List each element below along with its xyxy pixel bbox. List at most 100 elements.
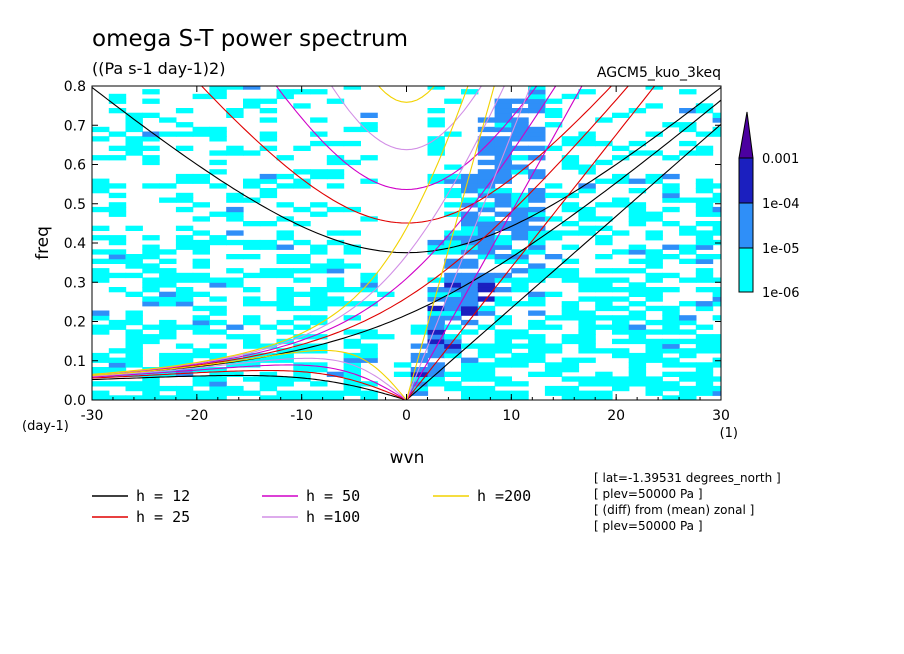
heatmap-cell bbox=[712, 131, 721, 137]
annotation-line: [ plev=50000 Pa ] bbox=[594, 519, 703, 533]
dispersion-curve-h50 bbox=[275, 86, 538, 191]
heatmap-cell bbox=[662, 395, 680, 400]
heatmap-cell bbox=[293, 103, 311, 109]
heatmap-cell bbox=[142, 324, 160, 330]
heatmap-cell bbox=[125, 258, 143, 264]
heatmap-cell bbox=[544, 324, 563, 330]
heatmap-cell bbox=[544, 315, 563, 321]
heatmap-cell bbox=[528, 301, 546, 307]
heatmap-cell bbox=[494, 334, 512, 340]
heatmap-cell bbox=[293, 291, 311, 297]
heatmap-cell bbox=[175, 301, 194, 307]
heatmap-cell bbox=[561, 136, 580, 142]
x-tick-label: 30 bbox=[712, 408, 730, 424]
heatmap-cell bbox=[578, 206, 596, 213]
heatmap-cell bbox=[427, 140, 445, 147]
heatmap-cell bbox=[175, 235, 194, 241]
heatmap-cell bbox=[427, 376, 445, 382]
heatmap-cell bbox=[293, 268, 311, 274]
heatmap-cell bbox=[561, 155, 580, 161]
heatmap-cell bbox=[662, 348, 680, 354]
heatmap-cell bbox=[226, 230, 244, 236]
heatmap-cell bbox=[477, 348, 496, 354]
heatmap-cell bbox=[92, 390, 110, 396]
heatmap-cell bbox=[125, 362, 143, 368]
heatmap-cell bbox=[528, 239, 546, 246]
heatmap-cell bbox=[662, 155, 680, 161]
heatmap-cell bbox=[92, 357, 110, 363]
heatmap-cell bbox=[142, 287, 160, 293]
heatmap-cell bbox=[276, 89, 294, 95]
heatmap-cell bbox=[578, 319, 596, 326]
heatmap-cell bbox=[444, 381, 462, 387]
heatmap-cell bbox=[377, 334, 395, 340]
heatmap-cell bbox=[92, 268, 110, 274]
heatmap-cell bbox=[343, 367, 361, 373]
heatmap-cell bbox=[293, 376, 311, 382]
heatmap-cell bbox=[310, 249, 328, 255]
heatmap-cell bbox=[192, 131, 210, 137]
heatmap-cell bbox=[494, 319, 512, 326]
heatmap-cell bbox=[142, 277, 160, 283]
heatmap-cell bbox=[695, 371, 714, 377]
heatmap-cell bbox=[326, 277, 345, 283]
heatmap-cell bbox=[695, 211, 714, 217]
heatmap-cell bbox=[612, 287, 630, 293]
heatmap-cell bbox=[712, 221, 721, 227]
heatmap-cell bbox=[461, 385, 479, 392]
heatmap-cell bbox=[226, 86, 244, 90]
heatmap-cell bbox=[360, 390, 378, 396]
heatmap-cell bbox=[528, 310, 546, 316]
heatmap-cell bbox=[695, 348, 714, 354]
heatmap-cell bbox=[578, 357, 596, 363]
heatmap-cell bbox=[326, 390, 345, 396]
heatmap-cell bbox=[461, 225, 479, 231]
heatmap-cell bbox=[276, 338, 294, 345]
heatmap-cell bbox=[477, 282, 496, 288]
heatmap-cell bbox=[578, 287, 596, 293]
heatmap-cell bbox=[276, 376, 294, 382]
heatmap-cell bbox=[712, 348, 721, 354]
heatmap-cell bbox=[645, 348, 663, 354]
heatmap-cell bbox=[461, 376, 479, 382]
heatmap-cell bbox=[444, 192, 462, 199]
heatmap-cell bbox=[461, 216, 479, 222]
heatmap-cell bbox=[243, 362, 261, 368]
heatmap-cell bbox=[276, 258, 294, 264]
heatmap-cell bbox=[410, 367, 429, 373]
heatmap-cell bbox=[494, 272, 512, 279]
heatmap-cell bbox=[326, 169, 345, 175]
heatmap-cell bbox=[159, 272, 177, 279]
heatmap-cell bbox=[477, 202, 496, 208]
heatmap-cell bbox=[511, 145, 529, 151]
heatmap-cell bbox=[175, 287, 194, 293]
heatmap-cell bbox=[310, 395, 328, 400]
heatmap-cell bbox=[511, 390, 529, 396]
heatmap-cell bbox=[243, 315, 261, 321]
heatmap-cell bbox=[175, 395, 194, 400]
heatmap-cell bbox=[192, 291, 210, 297]
heatmap-cell bbox=[477, 324, 496, 330]
heatmap-cell bbox=[461, 211, 479, 217]
heatmap-cell bbox=[662, 385, 680, 392]
heatmap-cell bbox=[259, 244, 278, 250]
heatmap-cell bbox=[628, 178, 647, 184]
heatmap-cell bbox=[528, 263, 546, 269]
heatmap-cell bbox=[159, 395, 177, 400]
heatmap-cell bbox=[243, 338, 261, 345]
heatmap-cell bbox=[628, 357, 647, 363]
y-tick-label: 0.6 bbox=[64, 158, 86, 174]
heatmap-cell bbox=[142, 301, 160, 307]
heatmap-cell bbox=[427, 367, 445, 373]
heatmap-cell bbox=[528, 136, 546, 142]
heatmap-cell bbox=[108, 131, 127, 137]
heatmap-cell bbox=[226, 192, 244, 199]
heatmap-cell bbox=[243, 98, 261, 104]
heatmap-cell bbox=[226, 334, 244, 340]
heatmap-cell bbox=[142, 381, 160, 387]
heatmap-cell bbox=[92, 136, 110, 142]
spectrum-heatmap bbox=[92, 86, 721, 400]
heatmap-cell bbox=[209, 93, 227, 100]
heatmap-cell bbox=[360, 301, 378, 307]
heatmap-cell bbox=[427, 329, 445, 335]
